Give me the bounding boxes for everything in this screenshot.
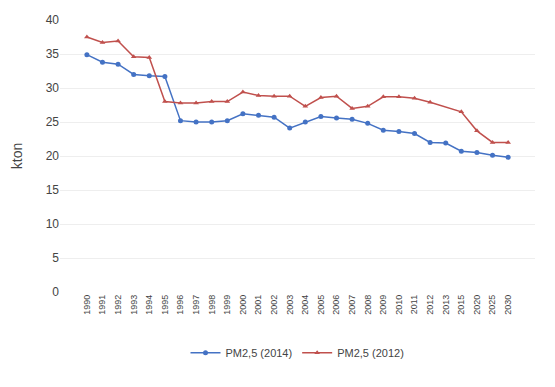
svg-text:2013: 2013 <box>441 295 451 315</box>
svg-text:2001: 2001 <box>253 295 263 315</box>
svg-text:2012: 2012 <box>425 295 435 315</box>
svg-text:2002: 2002 <box>269 295 279 315</box>
svg-text:2007: 2007 <box>347 295 357 315</box>
svg-text:1998: 1998 <box>207 295 217 315</box>
svg-text:2011: 2011 <box>409 295 419 314</box>
svg-text:35: 35 <box>46 47 60 61</box>
svg-text:1993: 1993 <box>129 295 139 315</box>
svg-text:2005: 2005 <box>316 295 326 315</box>
svg-text:15: 15 <box>46 183 60 197</box>
svg-text:2003: 2003 <box>285 295 295 315</box>
svg-text:0: 0 <box>52 285 59 299</box>
svg-text:2030: 2030 <box>503 295 513 315</box>
svg-text:1995: 1995 <box>160 295 170 315</box>
svg-text:1994: 1994 <box>144 295 154 315</box>
svg-text:2004: 2004 <box>300 295 310 315</box>
svg-text:40: 40 <box>46 13 60 27</box>
svg-text:5: 5 <box>52 251 59 265</box>
svg-text:1997: 1997 <box>191 295 201 315</box>
svg-text:30: 30 <box>46 81 60 95</box>
svg-text:2009: 2009 <box>378 295 388 315</box>
svg-text:2000: 2000 <box>238 295 248 315</box>
svg-text:20: 20 <box>46 149 60 163</box>
svg-text:1996: 1996 <box>175 295 185 315</box>
svg-text:2010: 2010 <box>394 295 404 315</box>
svg-text:PM2,5 (2014): PM2,5 (2014) <box>226 347 293 359</box>
svg-text:2020: 2020 <box>472 295 482 315</box>
svg-text:25: 25 <box>46 115 60 129</box>
svg-text:1999: 1999 <box>222 295 232 315</box>
svg-text:2015: 2015 <box>456 295 466 315</box>
svg-text:1990: 1990 <box>82 295 92 315</box>
svg-text:2008: 2008 <box>363 295 373 315</box>
svg-text:1991: 1991 <box>97 295 107 315</box>
svg-text:2025: 2025 <box>487 295 497 315</box>
svg-text:10: 10 <box>46 217 60 231</box>
svg-text:2006: 2006 <box>331 295 341 315</box>
svg-text:kton: kton <box>9 143 25 169</box>
svg-text:PM2,5 (2012): PM2,5 (2012) <box>337 347 404 359</box>
svg-text:1992: 1992 <box>113 295 123 315</box>
